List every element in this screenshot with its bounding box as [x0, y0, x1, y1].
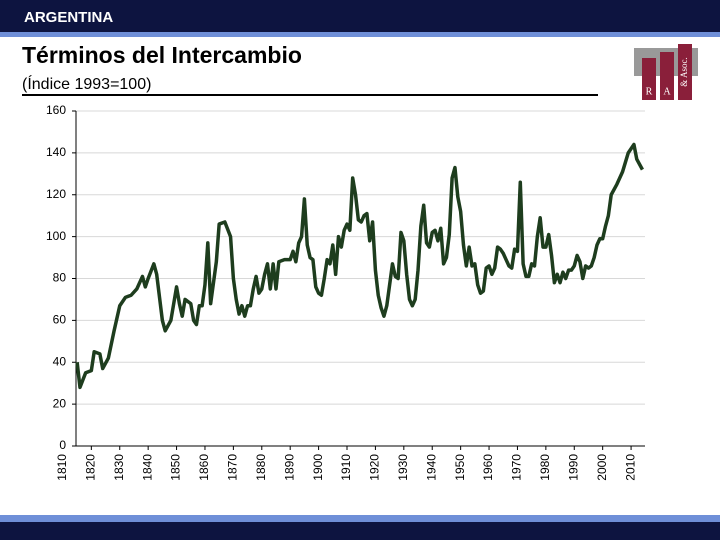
- x-tick-label: 1880: [254, 454, 268, 481]
- logo: R A & Asoc.: [634, 44, 698, 100]
- logo-text: R: [646, 86, 653, 97]
- chart-subtitle: (Índice 1993=100): [22, 74, 151, 93]
- data-line: [75, 142, 644, 390]
- x-tick-label: 1960: [481, 454, 495, 481]
- logo-bar: [642, 58, 656, 100]
- x-tick-label: 1820: [84, 454, 98, 481]
- header-stripe: [0, 32, 720, 37]
- y-tick-label: 160: [46, 103, 66, 117]
- x-tick-label: 1950: [453, 454, 467, 481]
- x-tick-label: 1810: [55, 454, 69, 481]
- logo-text: & Asoc.: [679, 57, 689, 87]
- x-tick-label: 1920: [368, 454, 382, 481]
- y-tick-label: 0: [59, 438, 66, 452]
- y-tick-label: 120: [46, 187, 66, 201]
- x-tick-label: 1990: [566, 454, 580, 481]
- x-tick-label: 2000: [595, 454, 609, 481]
- x-tick-label: 1840: [140, 454, 154, 481]
- x-tick-label: 1890: [282, 454, 296, 481]
- footer-stripe: [0, 515, 720, 522]
- country-label: ARGENTINA: [24, 9, 113, 26]
- x-tick-label: 1860: [197, 454, 211, 481]
- header-bar: [0, 0, 720, 32]
- y-tick-label: 20: [53, 396, 67, 410]
- footer-bar: [0, 522, 720, 540]
- x-tick-label: 1930: [396, 454, 410, 481]
- x-tick-label: 1910: [339, 454, 353, 481]
- x-tick-label: 1980: [538, 454, 552, 481]
- y-tick-label: 40: [53, 354, 67, 368]
- x-tick-label: 1970: [510, 454, 524, 481]
- x-tick-label: 1940: [424, 454, 438, 481]
- x-tick-label: 1870: [226, 454, 240, 481]
- chart-title: Términos del Intercambio: [22, 42, 302, 68]
- logo-bar: [678, 44, 692, 100]
- x-tick-label: 1850: [169, 454, 183, 481]
- y-tick-label: 80: [53, 271, 67, 285]
- x-tick-label: 1900: [311, 454, 325, 481]
- logo-text: A: [663, 86, 671, 97]
- x-tick-label: 1830: [112, 454, 126, 481]
- y-tick-label: 60: [53, 313, 67, 327]
- y-tick-label: 100: [46, 229, 66, 243]
- y-tick-label: 140: [46, 145, 66, 159]
- x-tick-label: 2010: [623, 454, 637, 481]
- logo-bar: [660, 52, 674, 100]
